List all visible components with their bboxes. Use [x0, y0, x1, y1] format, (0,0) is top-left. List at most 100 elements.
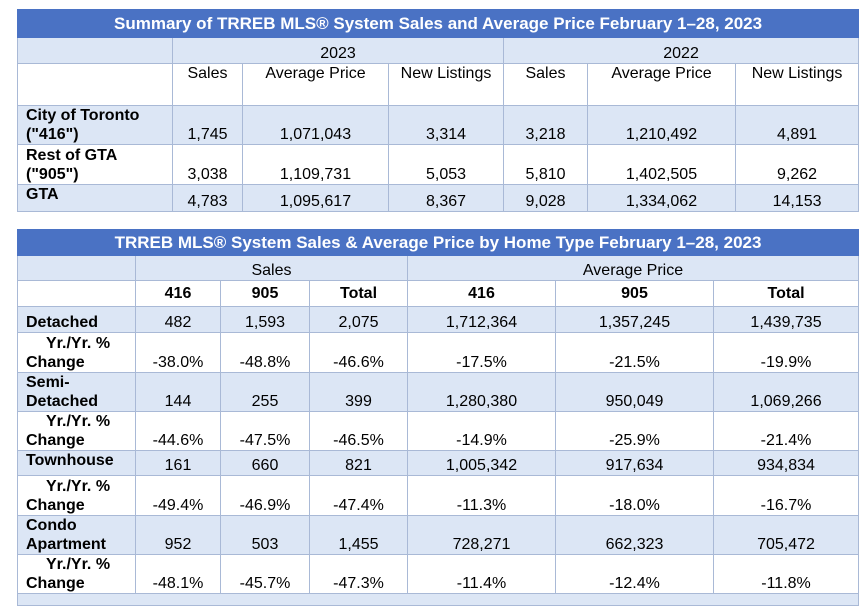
cell: 503 — [220, 515, 310, 555]
table-row: Semi-Detached 144 255 399 1,280,380 950,… — [17, 372, 860, 412]
cell: 950,049 — [555, 372, 714, 412]
cell: -17.5% — [407, 332, 556, 373]
cell: -25.9% — [555, 411, 714, 451]
home-type-table: TRREB MLS® System Sales & Average Price … — [16, 229, 860, 606]
cell: -46.9% — [220, 475, 310, 516]
sales-total-header: Total — [309, 280, 408, 307]
cell: 1,095,617 — [242, 184, 389, 212]
cell: 8,367 — [388, 184, 504, 212]
cell: 1,439,735 — [712, 306, 860, 333]
new-listings-2023-header: New Listings — [388, 63, 504, 106]
avg-price-2023-header: Average Price — [242, 63, 389, 106]
summary-table: Summary of TRREB MLS® System Sales and A… — [16, 9, 860, 212]
table-footer-row — [16, 593, 860, 606]
cell: 662,323 — [555, 515, 714, 555]
home-type-title: TRREB MLS® System Sales & Average Price … — [16, 229, 860, 256]
cell: 952 — [135, 515, 221, 555]
home-type-label: Condo Apartment — [17, 515, 136, 555]
cell: -47.3% — [309, 554, 408, 594]
cell: -11.8% — [712, 554, 860, 594]
cell: 5,053 — [388, 144, 504, 185]
cell: -19.9% — [712, 332, 860, 373]
row-label: GTA — [17, 184, 173, 212]
home-type-label-header — [17, 280, 136, 307]
cell: 1,402,505 — [587, 144, 736, 185]
cell: 161 — [135, 450, 221, 476]
cell: -47.5% — [220, 411, 310, 451]
cell: 9,028 — [503, 184, 588, 212]
cell: 482 — [135, 306, 221, 333]
cell: 14,153 — [734, 184, 860, 212]
yoy-row: Yr./Yr. % Change -44.6% -47.5% -46.5% -1… — [17, 411, 860, 451]
cell: -12.4% — [555, 554, 714, 594]
yoy-label: Yr./Yr. % Change — [17, 411, 136, 451]
cell: 821 — [309, 450, 408, 476]
cell: -38.0% — [135, 332, 221, 373]
cell: 1,071,043 — [242, 105, 389, 145]
price-total-header: Total — [712, 280, 860, 307]
table-row: Townhouse 161 660 821 1,005,342 917,634 … — [17, 450, 860, 476]
sales-905-header: 905 — [220, 280, 310, 307]
cell: 728,271 — [407, 515, 556, 555]
yoy-row: Yr./Yr. % Change -38.0% -48.8% -46.6% -1… — [17, 332, 860, 373]
cell: -48.8% — [220, 332, 310, 373]
cell: -48.1% — [135, 554, 221, 594]
cell: -16.7% — [712, 475, 860, 516]
cell: 1,109,731 — [242, 144, 389, 185]
table-row: City of Toronto ("416") 1,745 1,071,043 … — [17, 105, 860, 145]
cell: 1,357,245 — [555, 306, 714, 333]
cell: 3,314 — [388, 105, 504, 145]
cell: 144 — [135, 372, 221, 412]
sales-2023-header: Sales — [172, 63, 243, 106]
sales-2022-header: Sales — [503, 63, 588, 106]
sales-416-header: 416 — [135, 280, 221, 307]
summary-corner-cell — [17, 37, 173, 64]
home-type-label: Detached — [17, 306, 136, 333]
cell: 5,810 — [503, 144, 588, 185]
price-905-header: 905 — [555, 280, 714, 307]
cell: 1,069,266 — [712, 372, 860, 412]
cell: -11.4% — [407, 554, 556, 594]
row-label: Rest of GTA ("905") — [17, 144, 173, 185]
cell: 934,834 — [712, 450, 860, 476]
price-416-header: 416 — [407, 280, 556, 307]
cell: 1,280,380 — [407, 372, 556, 412]
cell: 917,634 — [555, 450, 714, 476]
yoy-label: Yr./Yr. % Change — [17, 475, 136, 516]
cell: 1,334,062 — [587, 184, 736, 212]
cell: 4,783 — [172, 184, 243, 212]
cell: -49.4% — [135, 475, 221, 516]
cell: -11.3% — [407, 475, 556, 516]
footer-cell — [16, 593, 860, 606]
cell: 1,593 — [220, 306, 310, 333]
table-row: Condo Apartment 952 503 1,455 728,271 66… — [17, 515, 860, 555]
cell: 1,455 — [309, 515, 408, 555]
avg-price-group-header: Average Price — [406, 255, 860, 281]
cell: -46.6% — [309, 332, 408, 373]
home-type-label: Townhouse — [17, 450, 136, 476]
cell: -18.0% — [555, 475, 714, 516]
cell: 705,472 — [712, 515, 860, 555]
cell: -21.4% — [712, 411, 860, 451]
cell: 1,745 — [172, 105, 243, 145]
yoy-row: Yr./Yr. % Change -48.1% -45.7% -47.3% -1… — [17, 554, 860, 594]
row-label: City of Toronto ("416") — [17, 105, 173, 145]
cell: 255 — [220, 372, 310, 412]
new-listings-2022-header: New Listings — [734, 63, 860, 106]
year-2022-header: 2022 — [502, 37, 860, 64]
cell: 1,005,342 — [407, 450, 556, 476]
cell: 3,038 — [172, 144, 243, 185]
cell: -44.6% — [135, 411, 221, 451]
table-row: Detached 482 1,593 2,075 1,712,364 1,357… — [17, 306, 860, 333]
cell: -21.5% — [555, 332, 714, 373]
table-row: GTA 4,783 1,095,617 8,367 9,028 1,334,06… — [17, 184, 860, 212]
cell: 660 — [220, 450, 310, 476]
cell: -14.9% — [407, 411, 556, 451]
cell: -46.5% — [309, 411, 408, 451]
cell: 1,712,364 — [407, 306, 556, 333]
cell: 1,210,492 — [587, 105, 736, 145]
yoy-label: Yr./Yr. % Change — [17, 554, 136, 594]
avg-price-2022-header: Average Price — [587, 63, 736, 106]
summary-title: Summary of TRREB MLS® System Sales and A… — [16, 9, 860, 38]
cell: 9,262 — [734, 144, 860, 185]
